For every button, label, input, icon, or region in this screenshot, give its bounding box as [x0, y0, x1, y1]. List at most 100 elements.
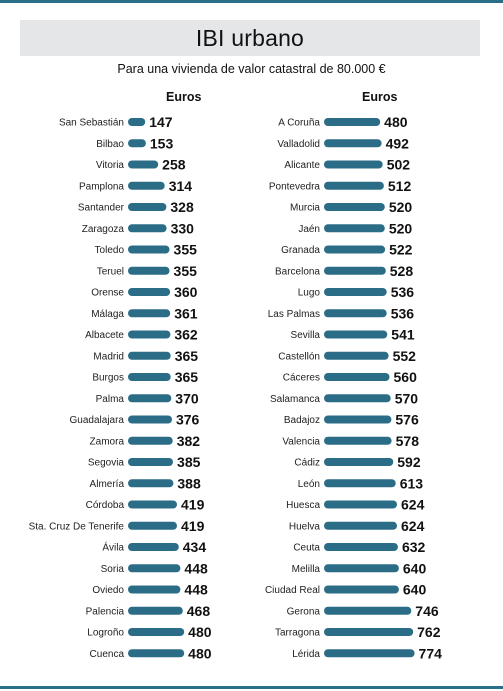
value-label: 762	[417, 624, 441, 640]
category-label: Jaén	[298, 224, 320, 235]
category-label: Orense	[91, 288, 124, 299]
bar	[128, 479, 174, 488]
category-label: Castellón	[278, 351, 320, 362]
value-label: 480	[188, 624, 212, 640]
category-label: Huesca	[286, 500, 320, 511]
value-label: 640	[403, 582, 427, 598]
bar	[324, 203, 385, 211]
category-label: Almería	[90, 479, 125, 490]
value-label: 624	[401, 518, 425, 534]
top-rule	[0, 0, 503, 3]
bar	[324, 585, 399, 594]
bar	[324, 351, 389, 360]
bar	[128, 373, 171, 381]
bar	[128, 224, 167, 233]
category-label: Albacete	[85, 330, 124, 341]
value-label: 528	[390, 263, 414, 279]
bar	[128, 309, 171, 318]
bar	[128, 266, 170, 275]
value-label: 361	[174, 305, 198, 321]
category-label: Murcia	[290, 203, 320, 214]
category-label: Bilbao	[96, 139, 124, 150]
bar	[324, 330, 388, 339]
bar	[324, 309, 387, 318]
value-label: 147	[149, 114, 173, 130]
value-label: 376	[176, 412, 200, 428]
bar	[324, 606, 412, 615]
right-column-header: Euros	[362, 90, 398, 104]
category-label: Valencia	[282, 436, 320, 447]
value-label: 419	[181, 497, 205, 513]
bar	[128, 351, 171, 360]
value-label: 520	[389, 199, 413, 215]
bar	[324, 160, 383, 169]
bar	[324, 649, 415, 658]
category-label: Pamplona	[79, 181, 124, 192]
category-label: Melilla	[292, 564, 321, 575]
value-label: 362	[174, 327, 198, 343]
value-label: 468	[187, 603, 211, 619]
bar	[128, 181, 165, 190]
left-column-header: Euros	[166, 90, 202, 104]
bar	[128, 649, 185, 658]
value-label: 522	[389, 242, 413, 258]
category-label: Pontevedra	[269, 181, 321, 192]
bar	[128, 118, 146, 126]
category-label: Sevilla	[291, 330, 321, 341]
bar	[324, 224, 385, 233]
bottom-rule	[0, 686, 503, 689]
value-label: 365	[175, 348, 199, 364]
value-label: 355	[174, 263, 198, 279]
category-label: Madrid	[93, 351, 124, 362]
value-label: 328	[170, 199, 194, 215]
category-label: Las Palmas	[268, 309, 320, 320]
bar	[324, 628, 414, 636]
bar	[128, 628, 185, 636]
category-label: A Coruña	[278, 118, 320, 129]
value-label: 570	[395, 390, 419, 406]
value-label: 520	[389, 220, 413, 236]
value-label: 578	[396, 433, 420, 449]
category-label: San Sebastián	[59, 118, 124, 129]
bar	[324, 245, 386, 254]
bar	[128, 500, 177, 509]
bar	[128, 160, 159, 169]
bar	[324, 394, 391, 403]
value-label: 560	[394, 369, 418, 385]
bar	[324, 118, 381, 126]
bar	[128, 458, 173, 466]
category-label: Guadalajara	[70, 415, 125, 426]
bar	[128, 564, 181, 573]
value-label: 502	[387, 157, 411, 173]
value-label: 382	[177, 433, 201, 449]
category-label: Salamanca	[270, 394, 320, 405]
value-label: 640	[403, 560, 427, 576]
category-label: Málaga	[91, 309, 124, 320]
category-label: Palma	[96, 394, 125, 405]
category-label: Ciudad Real	[265, 585, 320, 596]
bar	[128, 330, 171, 339]
category-label: Alicante	[284, 160, 320, 171]
category-label: León	[298, 479, 320, 490]
value-label: 746	[415, 603, 439, 619]
value-label: 153	[150, 135, 174, 151]
value-label: 552	[393, 348, 417, 364]
value-label: 536	[391, 305, 415, 321]
value-label: 613	[400, 475, 424, 491]
category-label: Tarragona	[275, 628, 320, 639]
bar	[324, 139, 382, 148]
bar	[324, 500, 397, 509]
bar	[324, 373, 390, 381]
bar	[128, 521, 177, 530]
category-label: Huelva	[289, 521, 321, 532]
bar	[324, 181, 384, 190]
value-label: 314	[169, 178, 193, 194]
value-label: 365	[175, 369, 199, 385]
bar	[128, 415, 172, 424]
value-label: 624	[401, 497, 425, 513]
category-label: Gerona	[287, 606, 321, 617]
value-label: 492	[386, 135, 410, 151]
value-label: 480	[384, 114, 408, 130]
bar	[128, 436, 173, 445]
